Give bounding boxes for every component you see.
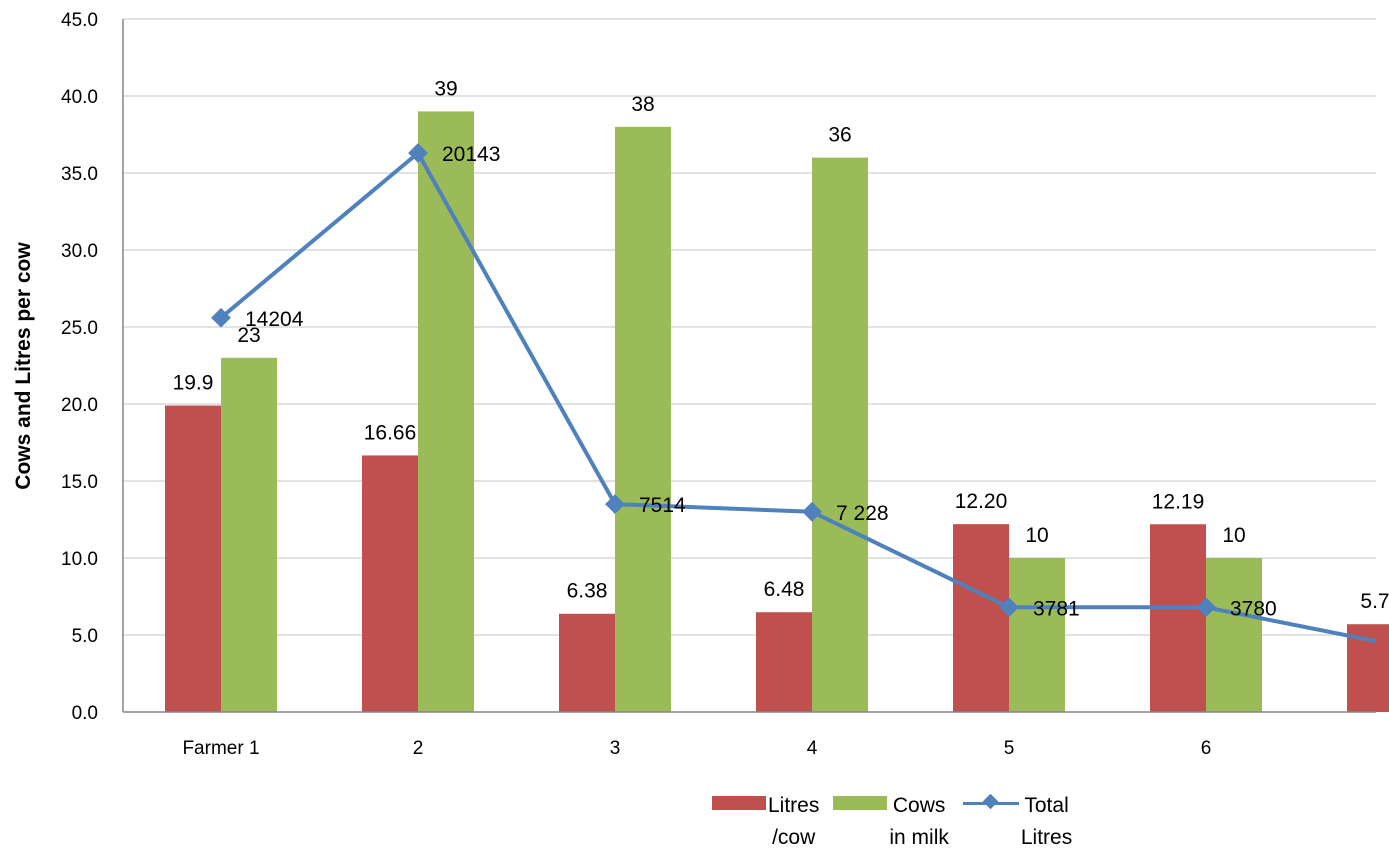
data-label-cows-in-milk: 10 [1025, 524, 1048, 547]
bar-cows-in-milk [812, 157, 868, 713]
y-tick-label: 5.0 [72, 626, 98, 647]
bars [165, 111, 1389, 713]
legend-swatch-cows-in-milk [833, 796, 888, 810]
bar-cows-in-milk [1206, 558, 1262, 712]
data-label-cows-in-milk: 38 [631, 93, 654, 116]
data-label-litres-per-cow: 6.48 [764, 578, 805, 601]
total-litres-line [211, 143, 1377, 644]
y-tick-label: 15.0 [61, 472, 98, 493]
legend-label-total-litres-line2: Litres [1020, 826, 1073, 849]
x-tick-label: Farmer 1 [182, 738, 259, 759]
data-labels: 19.9 16.66 6.38 6.48 12.20 12.19 5.7 23 39 38 36 10… [173, 77, 1389, 620]
data-label-total-litres: 14204 [245, 308, 304, 331]
bar-litres-per-cow [559, 613, 615, 712]
y-tick-label: 20.0 [61, 395, 98, 416]
data-label-litres-per-cow: 12.20 [955, 490, 1008, 513]
y-tick-label: 10.0 [61, 549, 98, 570]
x-tick-label: 5 [1004, 738, 1015, 759]
y-tick-label: 25.0 [61, 318, 98, 339]
data-label-litres-per-cow: 12.19 [1152, 490, 1205, 513]
bar-cows-in-milk [221, 357, 277, 712]
bar-litres-per-cow [1150, 524, 1206, 712]
legend-label-total-litres-line1: Total [1024, 794, 1069, 817]
y-tick-label: 30.0 [61, 241, 98, 262]
x-tick-label: 2 [413, 738, 424, 759]
bar-cows-in-milk [1009, 558, 1065, 712]
marker-total-litres [605, 494, 625, 514]
legend-item-litres-per-cow: Litres /cow [712, 790, 819, 854]
data-label-litres-per-cow: 19.9 [173, 372, 214, 395]
data-label-total-litres: 3781 [1033, 597, 1080, 620]
y-tick-label: 0.0 [72, 703, 98, 724]
bar-litres-per-cow [756, 612, 812, 712]
y-tick-label: 35.0 [61, 164, 98, 185]
data-label-litres-per-cow: 5.7 [1360, 590, 1389, 613]
data-label-total-litres: 20143 [442, 143, 500, 166]
marker-total-litres [802, 501, 822, 522]
bar-litres-per-cow [953, 524, 1009, 712]
y-axis-label: Cows and Litres per cow [12, 242, 35, 490]
bar-cows-in-milk [615, 126, 671, 713]
legend-label-cows-in-milk-line1: Cows [892, 794, 946, 817]
marker-total-litres [408, 143, 428, 163]
data-label-litres-per-cow: 6.38 [567, 580, 608, 603]
x-tick-label: 4 [807, 738, 818, 759]
legend-label-cows-in-milk-line2: in milk [889, 826, 949, 849]
legend-swatch-litres-per-cow [712, 796, 766, 810]
data-label-litres-per-cow: 16.66 [364, 421, 417, 444]
legend-item-total-litres: Total Litres [962, 790, 1073, 854]
gridlines [123, 18, 1376, 636]
data-label-cows-in-milk: 39 [434, 77, 457, 100]
legend-label-litres-per-cow-line2: /cow [772, 826, 816, 849]
marker-total-litres [211, 307, 231, 328]
bar-cows-in-milk [418, 111, 474, 712]
axes: 0.0 5.0 10.0 15.0 20.0 25.0 30.0 35.0 40.0 45.0 Fa… [61, 10, 1376, 759]
data-label-total-litres: 7 228 [836, 502, 889, 525]
marker-total-litres [1196, 597, 1216, 618]
data-label-total-litres: 7514 [639, 494, 686, 517]
legend-label-litres-per-cow-line1: Litres [768, 794, 820, 817]
x-tick-label: 6 [1201, 738, 1212, 759]
y-tick-label: 45.0 [61, 10, 98, 31]
x-tick-label: 3 [610, 738, 621, 759]
marker-total-litres [999, 597, 1019, 618]
legend-item-cows-in-milk: Cows in milk [833, 790, 949, 854]
bar-litres-per-cow [362, 455, 418, 712]
data-label-cows-in-milk: 10 [1222, 524, 1245, 547]
y-tick-label: 40.0 [61, 87, 98, 108]
bar-litres-per-cow [165, 405, 221, 712]
data-label-total-litres: 3780 [1230, 597, 1277, 620]
legend: Litres /cow Cows in milk Total Litres [712, 790, 1072, 854]
data-label-cows-in-milk: 36 [828, 124, 851, 147]
data-label-cows-in-milk: 23 [237, 324, 260, 347]
legend-swatch-total-litres [962, 790, 1019, 816]
